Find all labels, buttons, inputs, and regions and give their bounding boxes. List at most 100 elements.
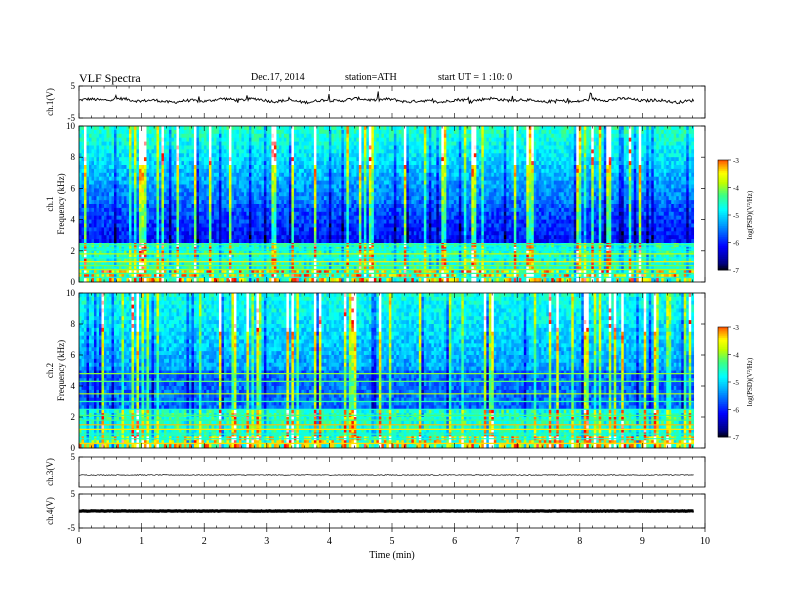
spectrogram-cell — [501, 177, 504, 181]
spectrogram-cell — [144, 126, 147, 130]
spectrogram-cell — [221, 161, 224, 165]
spectrogram-cell — [479, 134, 482, 138]
spectrogram-cell — [346, 157, 349, 161]
spectrogram-cell — [616, 185, 619, 189]
spectrogram-cell — [459, 185, 462, 189]
spectrogram-cell — [516, 181, 519, 185]
spectrogram-cell — [316, 192, 319, 196]
spectrogram-cell — [354, 196, 357, 200]
spectrogram-cell — [521, 181, 524, 185]
spectrogram-cell — [591, 185, 594, 189]
spectrogram-cell — [606, 134, 609, 138]
spectrogram-cell — [541, 146, 544, 150]
spectrogram-cell — [154, 204, 157, 208]
spectrogram-cell — [419, 192, 422, 196]
spectrogram-cell — [89, 138, 92, 142]
spectrogram-cell — [374, 153, 377, 157]
spectrogram-cell — [87, 192, 90, 196]
spectrogram-cell — [641, 146, 644, 150]
spectrogram-cell — [326, 177, 329, 181]
spectrogram-cell — [314, 153, 317, 157]
spectrogram-cell — [264, 196, 267, 200]
spectrogram-cell — [661, 130, 664, 134]
spectrogram-cell — [666, 134, 669, 138]
spectrogram-cell — [496, 153, 499, 157]
spectrogram-cell — [669, 153, 672, 157]
spectrogram-cell — [329, 185, 332, 189]
spectrogram-cell — [444, 173, 447, 177]
spectrogram-cell — [649, 130, 652, 134]
spectrogram-cell — [661, 146, 664, 150]
spectrogram-cell — [461, 177, 464, 181]
spectrogram-cell — [426, 200, 429, 204]
spectrogram-cell — [204, 138, 207, 142]
spectrogram-cell — [454, 181, 457, 185]
spectrogram-cell — [419, 149, 422, 153]
spectrogram-cell — [106, 142, 109, 146]
spectrogram-cell — [474, 188, 477, 192]
spectrogram-cell — [239, 134, 242, 138]
spectrogram-cell — [381, 181, 384, 185]
spectrogram-cell — [304, 192, 307, 196]
spectrogram-cell — [529, 169, 532, 173]
spectrogram-cell — [639, 200, 642, 204]
spectrogram-cell — [156, 185, 159, 189]
spectrogram-cell — [516, 134, 519, 138]
spectrogram-cell — [689, 130, 692, 134]
spectrogram-cell — [151, 165, 154, 169]
spectrogram-cell — [511, 161, 514, 165]
spectrogram-cell — [101, 200, 104, 204]
spectrogram-cell — [314, 149, 317, 153]
spectrogram-cell — [334, 169, 337, 173]
spectrogram-cell — [82, 204, 85, 208]
spectrogram-cell — [194, 192, 197, 196]
spectrogram-cell — [469, 126, 472, 130]
spectrogram-cell — [124, 146, 127, 150]
spectrogram-cell — [416, 157, 419, 161]
spectrogram-cell — [87, 153, 90, 157]
spectrogram-cell — [156, 192, 159, 196]
spectrogram-cell — [246, 192, 249, 196]
spectrogram-cell — [344, 165, 347, 169]
spectrogram-cell — [606, 181, 609, 185]
spectrogram-cell — [349, 153, 352, 157]
spectrogram-cell — [109, 161, 112, 165]
spectrogram-cell — [99, 169, 102, 173]
spectrogram-cell — [449, 130, 452, 134]
spectrogram-cell — [254, 149, 257, 153]
spectrogram-cell — [631, 126, 634, 130]
spectrogram-cell — [286, 177, 289, 181]
spectrogram-cell — [361, 161, 364, 165]
spectrogram-cell — [611, 157, 614, 161]
spectrogram-cell — [214, 177, 217, 181]
spectrogram-cell — [199, 192, 202, 196]
spectrogram-cell — [279, 169, 282, 173]
spectrogram-cell — [589, 149, 592, 153]
spectrogram-cell — [561, 192, 564, 196]
spectrogram-cell — [661, 188, 664, 192]
spectrogram-cell — [624, 142, 627, 146]
spectrogram-cell — [299, 126, 302, 130]
spectrogram-cell — [504, 130, 507, 134]
spectrogram-cell — [541, 157, 544, 161]
spectrogram-cell — [294, 130, 297, 134]
spectrogram-cell — [146, 181, 149, 185]
spectrogram-cell — [394, 181, 397, 185]
spectrogram-cell — [259, 188, 262, 192]
spectrogram-cell — [234, 153, 237, 157]
spectrogram-cell — [264, 138, 267, 142]
spectrogram-cell — [161, 196, 164, 200]
spectrogram-cell — [406, 188, 409, 192]
spectrogram-cell — [376, 161, 379, 165]
spectrogram-cell — [399, 146, 402, 150]
spectrogram-cell — [334, 200, 337, 204]
spectrogram-cell — [646, 185, 649, 189]
spectrogram-cell — [379, 196, 382, 200]
spectrogram-cell — [149, 177, 152, 181]
spectrogram-cell — [146, 192, 149, 196]
spectrogram-cell — [184, 200, 187, 204]
spectrogram-cell — [179, 185, 182, 189]
spectrogram-cell — [519, 138, 522, 142]
spectrogram-cell — [654, 188, 657, 192]
spectrogram-cell — [249, 149, 252, 153]
